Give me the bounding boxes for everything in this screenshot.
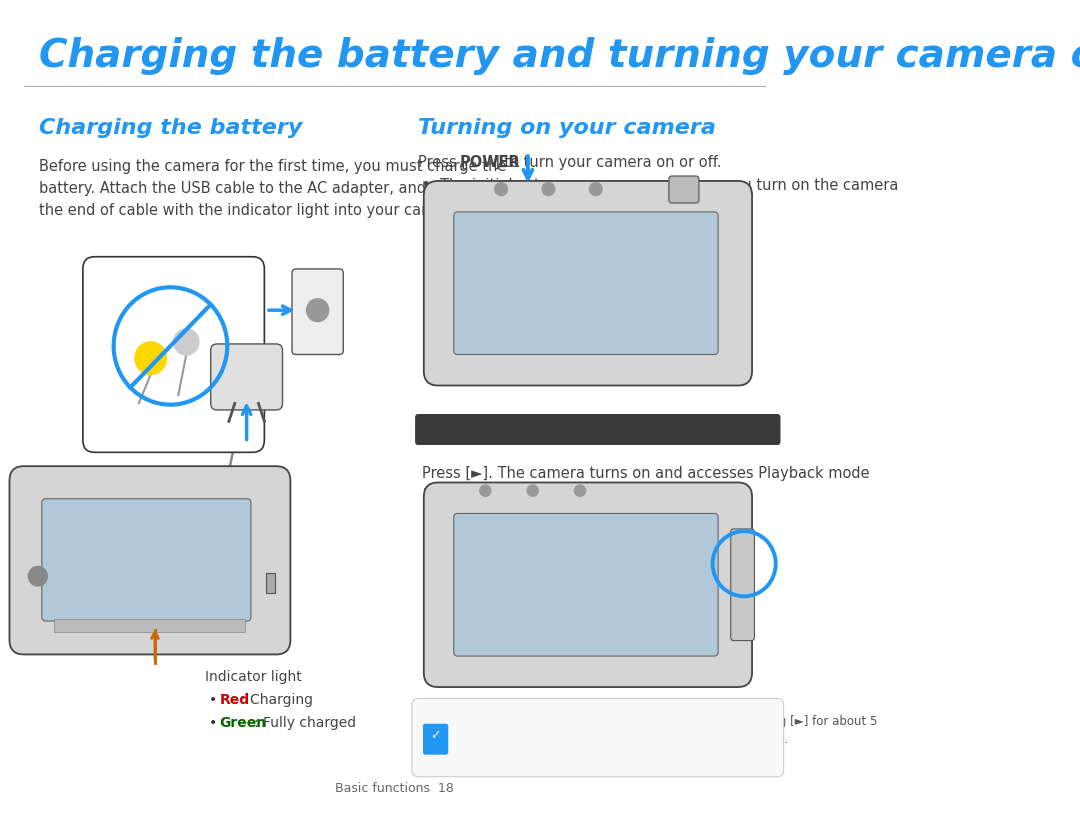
Circle shape [495, 183, 508, 196]
FancyBboxPatch shape [415, 414, 781, 445]
Text: Turning on your camera in Playback mode: Turning on your camera in Playback mode [428, 422, 757, 437]
Circle shape [28, 566, 48, 586]
Text: Turning on your camera: Turning on your camera [418, 118, 716, 139]
Text: Before using the camera for the first time, you must charge the
battery. Attach : Before using the camera for the first ti… [40, 159, 507, 218]
FancyBboxPatch shape [454, 513, 718, 656]
Circle shape [527, 485, 538, 496]
FancyBboxPatch shape [83, 257, 265, 452]
Circle shape [135, 342, 166, 375]
Circle shape [542, 183, 555, 196]
Circle shape [480, 485, 490, 496]
Text: •  The initial setup screen appears when you turn on the camera
    for the firs: • The initial setup screen appears when … [422, 178, 899, 215]
Text: POWER: POWER [459, 155, 519, 170]
Text: ] to turn your camera on or off.: ] to turn your camera on or off. [494, 155, 721, 170]
FancyBboxPatch shape [731, 529, 755, 641]
Circle shape [174, 328, 199, 355]
FancyBboxPatch shape [54, 619, 245, 632]
Text: : Fully charged: : Fully charged [254, 716, 356, 729]
Text: When you turn on your camera by pressing and holding [►] for about 5
seconds, th: When you turn on your camera by pressing… [456, 715, 878, 746]
FancyBboxPatch shape [423, 482, 752, 687]
FancyBboxPatch shape [669, 176, 699, 203]
Text: Charging the battery: Charging the battery [40, 118, 302, 139]
Circle shape [307, 299, 328, 322]
Text: Red: Red [219, 693, 249, 707]
FancyBboxPatch shape [423, 181, 752, 385]
Text: Indicator light: Indicator light [205, 670, 302, 684]
FancyBboxPatch shape [411, 698, 784, 777]
FancyBboxPatch shape [292, 269, 343, 355]
FancyBboxPatch shape [423, 724, 448, 755]
Circle shape [590, 183, 603, 196]
FancyBboxPatch shape [454, 212, 718, 355]
Text: Charging the battery and turning your camera on: Charging the battery and turning your ca… [40, 37, 1080, 75]
Text: Green: Green [219, 716, 267, 729]
Text: •: • [210, 716, 221, 729]
Text: Basic functions  18: Basic functions 18 [335, 782, 454, 795]
Text: •: • [210, 693, 221, 707]
FancyBboxPatch shape [266, 574, 275, 593]
FancyBboxPatch shape [42, 499, 251, 621]
Circle shape [575, 485, 585, 496]
Text: Press [: Press [ [418, 155, 468, 170]
FancyBboxPatch shape [10, 466, 291, 654]
Text: : Charging: : Charging [241, 693, 313, 707]
Text: Press [►]. The camera turns on and accesses Playback mode
immediately.: Press [►]. The camera turns on and acces… [422, 466, 869, 504]
FancyBboxPatch shape [211, 344, 283, 410]
Text: ✓: ✓ [430, 729, 441, 742]
